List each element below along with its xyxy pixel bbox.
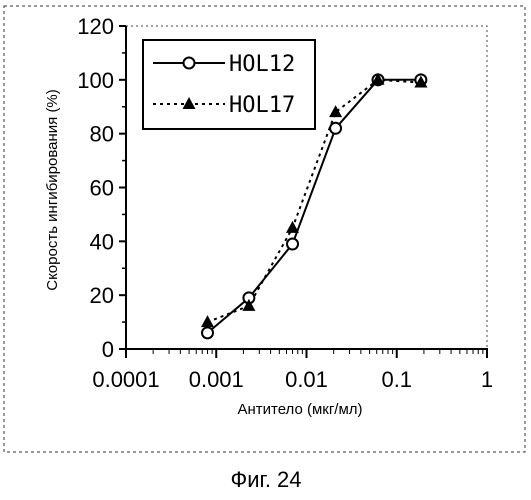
x-tick-label: 1 (481, 367, 493, 392)
x-tick-label: 0.001 (189, 367, 244, 392)
legend-marker-open-circle (184, 58, 195, 69)
legend-label-hol12: HOL12 (229, 52, 295, 77)
y-axis-label: Скорость ингибирования (%) (44, 89, 61, 291)
data-point-hol17 (201, 315, 214, 327)
data-point-hol17 (329, 105, 342, 117)
x-axis-label: Антитело (мкг/мл) (237, 401, 362, 418)
x-tick-label: 0.01 (285, 367, 328, 392)
data-point-hol12 (202, 327, 213, 338)
y-tick-label: 80 (90, 122, 114, 147)
x-tick-label: 0.0001 (92, 367, 159, 392)
data-point-hol12 (287, 239, 298, 250)
y-tick-label: 0 (102, 337, 114, 362)
y-tick-label: 20 (90, 283, 114, 308)
data-point-hol12 (330, 123, 341, 134)
y-tick-label: 40 (90, 229, 114, 254)
y-tick-label: 120 (77, 14, 114, 39)
legend: HOL12 HOL17 (143, 40, 315, 129)
x-tick-label: 0.1 (381, 367, 412, 392)
figure-caption: Фиг. 24 (230, 467, 301, 492)
legend-label-hol17: HOL17 (229, 93, 295, 118)
data-point-hol17 (286, 221, 299, 233)
y-tick-label: 60 (90, 176, 114, 201)
y-tick-label: 100 (77, 68, 114, 93)
